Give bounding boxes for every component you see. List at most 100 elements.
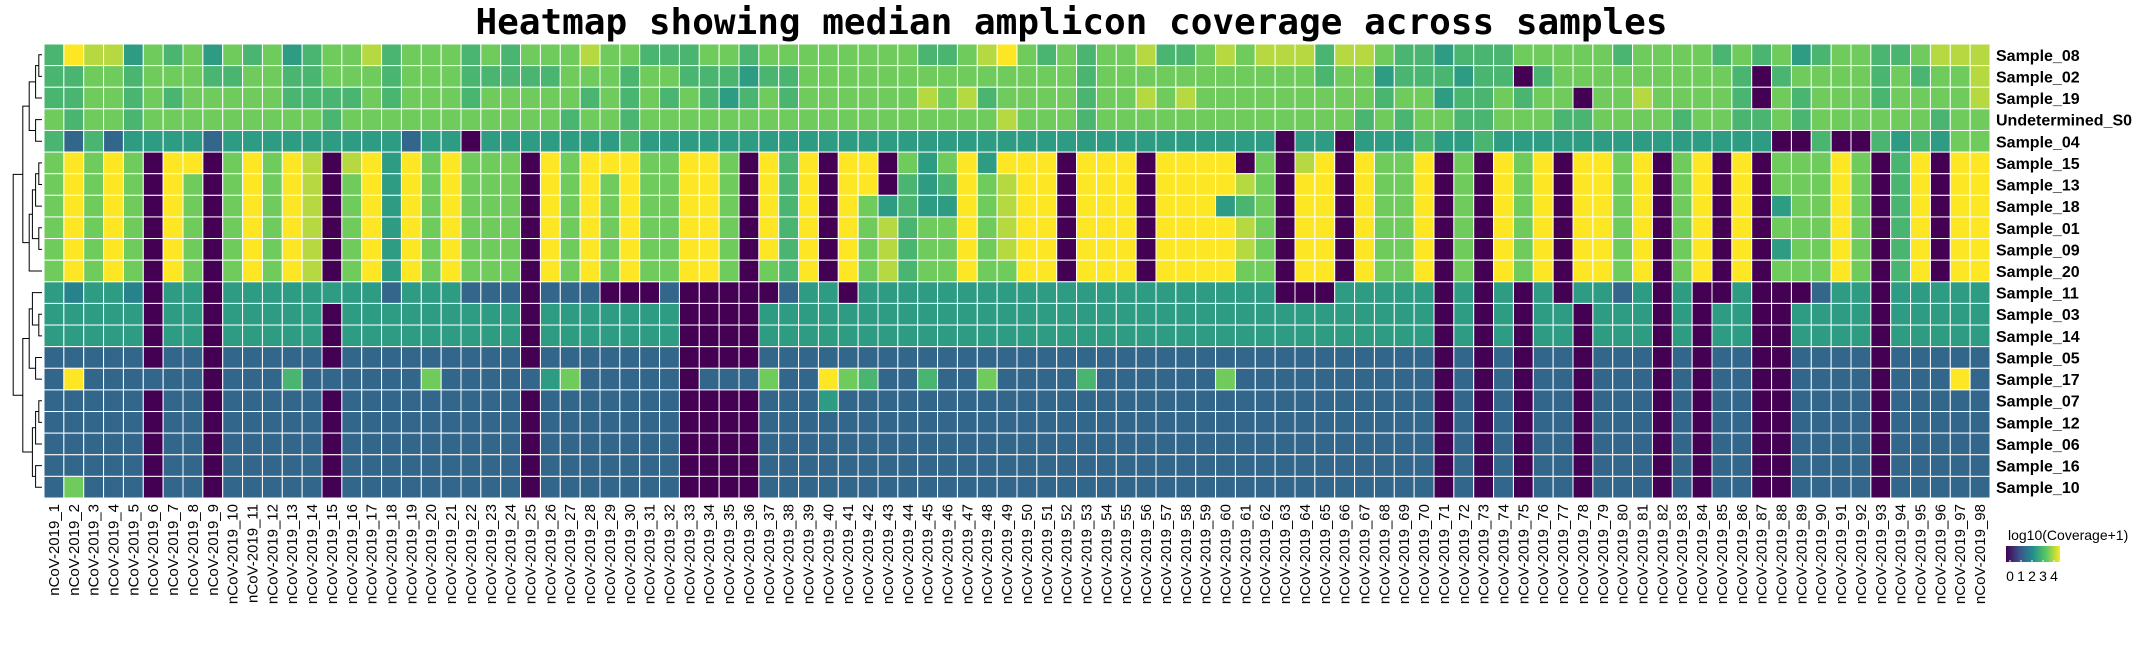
heatmap-cell xyxy=(361,108,383,131)
heatmap-cell xyxy=(142,65,164,88)
column-label: nCoV-2019_13 xyxy=(284,504,301,604)
heatmap-cell xyxy=(1612,259,1634,283)
heatmap-cell xyxy=(1095,367,1117,391)
heatmap-cell xyxy=(897,324,919,348)
heatmap-cell xyxy=(1254,324,1276,348)
heatmap-cell xyxy=(1929,151,1951,175)
heatmap-cell xyxy=(1751,65,1773,88)
heatmap-cell xyxy=(83,65,105,88)
heatmap-cell xyxy=(758,151,780,175)
heatmap-cell xyxy=(1036,259,1058,283)
heatmap-cell xyxy=(142,173,164,196)
heatmap-cell xyxy=(897,151,919,175)
heatmap-cell xyxy=(1254,194,1276,218)
heatmap-cell xyxy=(877,324,899,348)
heatmap-cell xyxy=(1155,216,1177,240)
column-label: nCoV-2019_39 xyxy=(801,504,818,604)
heatmap-cell xyxy=(579,151,601,175)
heatmap-cell xyxy=(321,281,343,304)
heatmap-cell xyxy=(1512,454,1534,477)
dendrogram-branch xyxy=(38,54,42,77)
heatmap-cell xyxy=(1711,454,1733,477)
heatmap-cell xyxy=(162,216,184,240)
heatmap-cell xyxy=(361,194,383,218)
heatmap-cell xyxy=(1572,367,1594,391)
heatmap-cell xyxy=(1095,173,1117,196)
heatmap-cell xyxy=(460,475,482,499)
heatmap-cell xyxy=(1195,43,1217,67)
heatmap-cell xyxy=(83,43,105,67)
heatmap-cell xyxy=(1254,432,1276,456)
heatmap-cell xyxy=(361,129,383,153)
column-label: nCoV-2019_31 xyxy=(642,504,659,604)
heatmap-cell xyxy=(361,367,383,391)
heatmap-cell xyxy=(857,475,879,499)
heatmap-cell xyxy=(1870,108,1892,131)
column-label: nCoV-2019_60 xyxy=(1218,504,1235,604)
heatmap-cell xyxy=(817,346,839,369)
heatmap-cell xyxy=(956,324,978,348)
heatmap-cell xyxy=(1354,281,1375,304)
heatmap-cell xyxy=(400,108,422,131)
heatmap-cell xyxy=(837,194,859,218)
heatmap-cell xyxy=(1413,302,1435,326)
heatmap-cell xyxy=(1810,43,1832,67)
heatmap-cell xyxy=(1175,259,1197,283)
heatmap-cell xyxy=(1036,238,1058,261)
heatmap-cell xyxy=(122,302,144,326)
heatmap-cell xyxy=(1870,173,1892,196)
heatmap-cell xyxy=(877,65,899,88)
heatmap-cell xyxy=(1751,324,1773,348)
heatmap-cell xyxy=(1929,86,1951,110)
heatmap-cell xyxy=(837,432,859,456)
heatmap-cell xyxy=(222,367,244,391)
heatmap-cell xyxy=(539,324,561,348)
heatmap-cell xyxy=(798,151,819,175)
heatmap-cell xyxy=(1294,108,1316,131)
heatmap-cell xyxy=(1751,173,1773,196)
heatmap-cell xyxy=(1810,475,1832,499)
heatmap-cell xyxy=(798,454,819,477)
heatmap-cell xyxy=(281,281,303,304)
heatmap-cell xyxy=(520,129,541,153)
heatmap-cell xyxy=(1334,281,1356,304)
heatmap-cell xyxy=(301,151,323,175)
heatmap-cell xyxy=(1294,367,1316,391)
heatmap-cell xyxy=(1175,432,1197,456)
heatmap-cell xyxy=(420,108,442,131)
heatmap-cell xyxy=(718,432,740,456)
heatmap-cell xyxy=(698,411,720,434)
heatmap-cell xyxy=(698,238,720,261)
heatmap-cell xyxy=(1115,432,1137,456)
heatmap-cell xyxy=(559,454,581,477)
heatmap-cell xyxy=(1393,432,1415,456)
heatmap-cell xyxy=(1493,151,1514,175)
heatmap-cell xyxy=(222,194,244,218)
heatmap-cell xyxy=(420,324,442,348)
heatmap-cell xyxy=(937,475,958,499)
heatmap-cell xyxy=(976,65,998,88)
heatmap-cell xyxy=(1493,324,1514,348)
heatmap-cell xyxy=(1512,432,1534,456)
legend-title: log10(Coverage+1) xyxy=(2008,527,2128,543)
heatmap-cell xyxy=(301,432,323,456)
heatmap-cell xyxy=(103,346,124,369)
heatmap-cell xyxy=(162,389,184,413)
heatmap-cell xyxy=(758,238,780,261)
heatmap-cell xyxy=(420,173,442,196)
heatmap-cell xyxy=(1910,302,1931,326)
heatmap-cell xyxy=(1810,173,1832,196)
column-label: nCoV-2019_19 xyxy=(403,504,420,604)
heatmap-cell xyxy=(1771,302,1792,326)
heatmap-cell xyxy=(1056,43,1078,67)
heatmap-cell xyxy=(798,346,819,369)
heatmap-cell xyxy=(420,194,442,218)
heatmap-cell xyxy=(1056,432,1078,456)
heatmap-cell xyxy=(738,324,760,348)
heatmap-cell xyxy=(83,432,105,456)
heatmap-cell xyxy=(1910,65,1931,88)
heatmap-cell xyxy=(559,432,581,456)
heatmap-cell xyxy=(341,432,363,456)
heatmap-cell xyxy=(1493,411,1514,434)
heatmap-cell xyxy=(778,432,800,456)
